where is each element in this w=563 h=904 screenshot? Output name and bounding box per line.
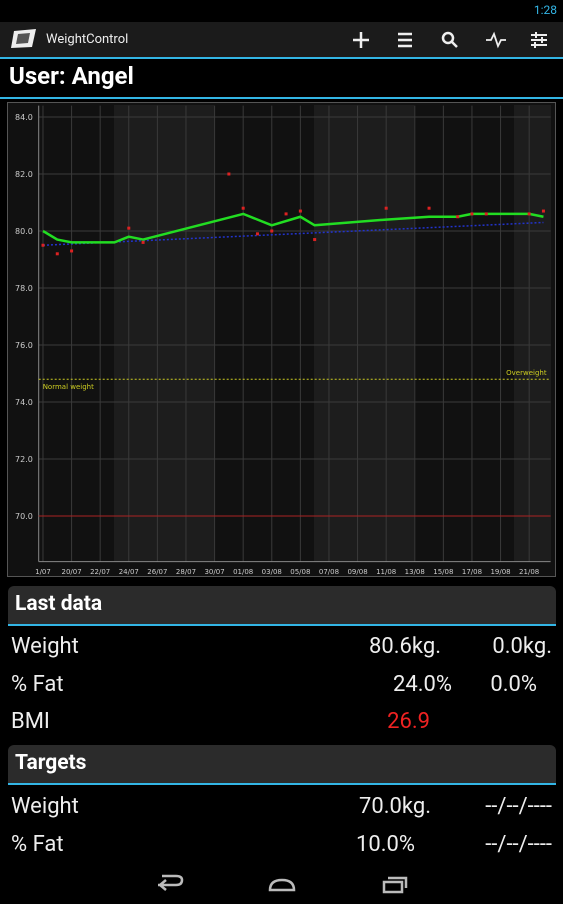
y-tick-label: 82.0 [15, 170, 33, 179]
app-title: WeightControl [46, 32, 129, 47]
section-title: Last data [15, 592, 103, 616]
weight-point [284, 212, 288, 216]
user-title: User: Angel [9, 62, 134, 90]
x-tick-label: 26/07 [147, 568, 167, 576]
recents-button[interactable] [382, 876, 408, 894]
weight-point [470, 212, 474, 216]
nav-bar [0, 868, 563, 900]
chart-panel: 70.0 72.0 74.0 76.0 78.0 80.0 82.0 84.0 1/07 20/0… [7, 102, 556, 577]
row-label: Weight [11, 794, 79, 819]
row-value: 70.0kg. [359, 794, 431, 819]
section-title: Targets [15, 751, 87, 775]
weight-point [127, 226, 131, 230]
status-bar: 1:28 [0, 0, 563, 22]
weight-point [255, 232, 259, 236]
y-tick-label: 84.0 [15, 113, 33, 122]
row-date: --/--/---- [485, 794, 552, 819]
row-value: 26.9 [387, 709, 430, 734]
row-label: % Fat [11, 672, 64, 697]
x-tick-label: 24/07 [119, 568, 139, 576]
chart-button[interactable] [486, 31, 506, 49]
y-tick-label: 80.0 [15, 227, 33, 236]
row-value: 24.0% [392, 672, 452, 697]
y-tick-label: 78.0 [15, 284, 33, 293]
weight-point [484, 212, 488, 216]
weight-point [55, 252, 59, 256]
reference-label: Normal weight [43, 383, 94, 391]
data-row: Weight 80.6kg. 0.0kg. [0, 630, 563, 666]
x-tick-label: 11/08 [376, 568, 396, 576]
week-band [114, 105, 214, 561]
reference-label: Overweight [506, 369, 547, 377]
data-row: Weight 70.0kg. --/--/---- [0, 790, 563, 826]
x-tick-label: 1/07 [35, 568, 51, 576]
row-label: BMI [11, 709, 50, 734]
x-tick-label: 22/07 [90, 568, 110, 576]
x-tick-label: 15/08 [433, 568, 453, 576]
x-tick-label: 19/08 [490, 568, 510, 576]
weight-point [456, 215, 460, 219]
weight-point [41, 243, 45, 247]
back-button[interactable] [158, 874, 184, 891]
row-value: 80.6kg. [369, 634, 441, 659]
x-tick-label: 09/08 [347, 568, 367, 576]
week-band [314, 105, 414, 561]
weight-point [70, 249, 74, 253]
x-tick-label: 03/08 [262, 568, 282, 576]
section-header: Last data [8, 586, 556, 626]
weight-point [141, 240, 145, 244]
x-tick-label: 13/08 [405, 568, 425, 576]
nav-icons [158, 874, 408, 894]
search-button[interactable] [441, 31, 458, 48]
y-tick-label: 76.0 [15, 341, 33, 350]
data-row: % Fat 24.0% 0.0% [0, 668, 563, 704]
y-tick-label: 70.0 [15, 512, 33, 521]
row-label: % Fat [11, 832, 64, 857]
divider [0, 97, 563, 99]
chart-bg [8, 103, 555, 576]
status-time: 1:28 [533, 3, 557, 17]
weight-point [227, 172, 231, 176]
x-tick-label: 21/08 [519, 568, 539, 576]
app-icon[interactable] [10, 28, 38, 50]
row-date: --/--/---- [485, 832, 552, 857]
action-bar: WeightControl [0, 22, 563, 59]
settings-button[interactable] [531, 32, 547, 48]
x-tick-label: 28/07 [176, 568, 196, 576]
list-button[interactable] [398, 32, 412, 48]
row-label: Weight [11, 634, 79, 659]
weight-point [384, 206, 388, 210]
weight-point [427, 206, 431, 210]
row-diff: 0.0% [490, 672, 537, 697]
section-header: Targets [8, 745, 556, 785]
weight-point [541, 209, 545, 213]
y-tick-label: 72.0 [15, 455, 33, 464]
x-tick-label: 30/07 [204, 568, 224, 576]
row-diff: 0.0kg. [492, 634, 552, 659]
weight-point [241, 206, 245, 210]
weight-point [298, 209, 302, 213]
trend-line [42, 221, 544, 246]
add-button[interactable] [353, 32, 369, 48]
weight-point [527, 212, 531, 216]
x-tick-label: 20/07 [61, 568, 81, 576]
x-tick-label: 17/08 [462, 568, 482, 576]
action-icons [353, 31, 547, 49]
weight-line [42, 212, 544, 244]
weight-point [313, 238, 317, 242]
chart: 70.0 72.0 74.0 76.0 78.0 80.0 82.0 84.0 1/07 20/0… [8, 103, 555, 576]
row-value: 10.0% [355, 832, 415, 857]
x-tick-label: 01/08 [233, 568, 253, 576]
home-button[interactable] [268, 878, 296, 892]
data-row: BMI 26.9 [0, 705, 563, 741]
x-tick-label: 07/08 [319, 568, 339, 576]
week-band [514, 105, 551, 561]
y-tick-label: 74.0 [15, 398, 33, 407]
weight-point [270, 229, 274, 233]
x-tick-label: 05/08 [290, 568, 310, 576]
data-row: % Fat 10.0% --/--/---- [0, 828, 563, 864]
